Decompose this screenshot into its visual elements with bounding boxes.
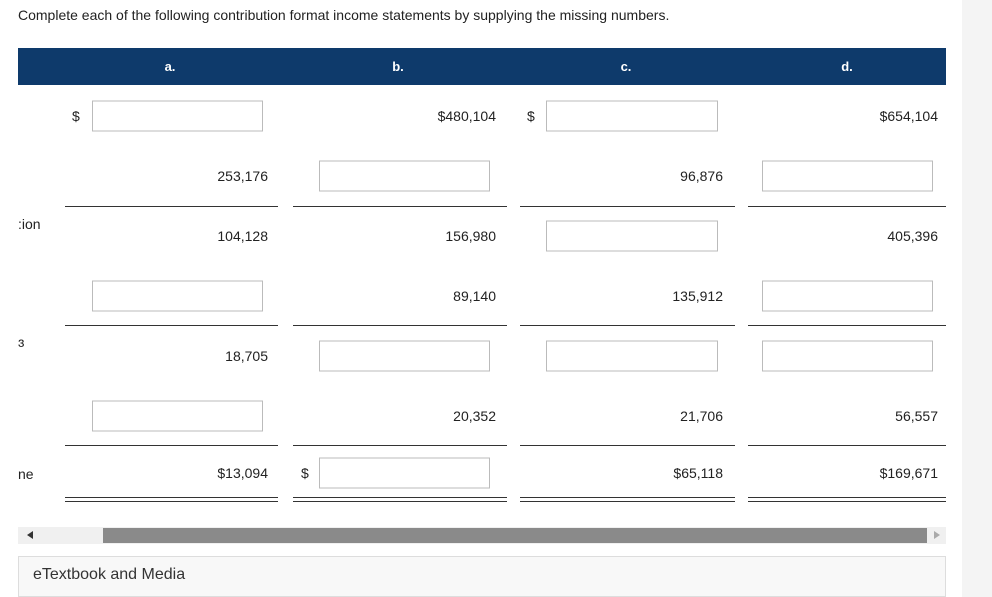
underline <box>748 445 946 446</box>
column-header: c. <box>620 59 632 74</box>
answer-input[interactable] <box>92 100 263 132</box>
amount: $480,104 <box>437 108 496 124</box>
underline <box>293 325 507 326</box>
underline <box>293 206 507 207</box>
amount: 253,176 <box>217 168 268 184</box>
amount: 405,396 <box>887 228 938 244</box>
amount: 135,912 <box>672 288 723 304</box>
scroll-left[interactable] <box>24 529 36 541</box>
answer-input[interactable] <box>319 160 490 192</box>
column-header: b. <box>392 59 404 74</box>
underline <box>520 445 735 446</box>
underline <box>748 325 946 326</box>
answer-input[interactable] <box>546 340 718 372</box>
dollar-sign: $ <box>72 108 80 124</box>
amount: 21,706 <box>680 408 723 424</box>
amount: $13,094 <box>217 465 268 481</box>
amount: 104,128 <box>217 228 268 244</box>
answer-input[interactable] <box>762 280 933 312</box>
double-underline <box>520 501 735 502</box>
answer-input[interactable] <box>92 280 263 312</box>
scroll-thumb[interactable] <box>103 528 927 543</box>
header-bar <box>18 48 946 85</box>
underline <box>520 325 735 326</box>
dollar-sign: $ <box>527 108 535 124</box>
underline <box>65 445 278 446</box>
side-strip <box>962 0 992 597</box>
amount: 89,140 <box>453 288 496 304</box>
column-header: d. <box>841 59 853 74</box>
answer-input[interactable] <box>762 160 933 192</box>
double-underline <box>520 497 735 498</box>
underline <box>65 325 278 326</box>
scroll-right[interactable] <box>931 529 943 541</box>
double-underline <box>293 497 507 498</box>
amount: 18,705 <box>225 348 268 364</box>
answer-input[interactable] <box>92 400 263 432</box>
answer-input[interactable] <box>319 340 490 372</box>
double-underline <box>748 497 946 498</box>
underline <box>520 206 735 207</box>
double-underline <box>293 501 507 502</box>
underline <box>293 445 507 446</box>
answer-input[interactable] <box>546 220 718 252</box>
amount: 96,876 <box>680 168 723 184</box>
double-underline <box>748 501 946 502</box>
underline <box>748 206 946 207</box>
instruction: Complete each of the following contribut… <box>18 7 670 23</box>
underline <box>65 206 278 207</box>
answer-input[interactable] <box>546 100 718 132</box>
amount: 20,352 <box>453 408 496 424</box>
amount: 56,557 <box>895 408 938 424</box>
amount: $65,118 <box>673 465 723 481</box>
dollar-sign: $ <box>301 465 309 481</box>
double-underline <box>65 501 278 502</box>
amount: $654,104 <box>879 108 938 124</box>
answer-input[interactable] <box>319 457 490 489</box>
amount: 156,980 <box>445 228 496 244</box>
row-label: ne <box>18 466 34 482</box>
column-header: a. <box>164 59 176 74</box>
row-label: :ion <box>18 216 41 232</box>
etextbook-title[interactable]: eTextbook and Media <box>33 566 186 583</box>
double-underline <box>65 497 278 498</box>
amount: $169,671 <box>879 465 938 481</box>
row-label: ɜ <box>18 334 25 350</box>
answer-input[interactable] <box>762 340 933 372</box>
